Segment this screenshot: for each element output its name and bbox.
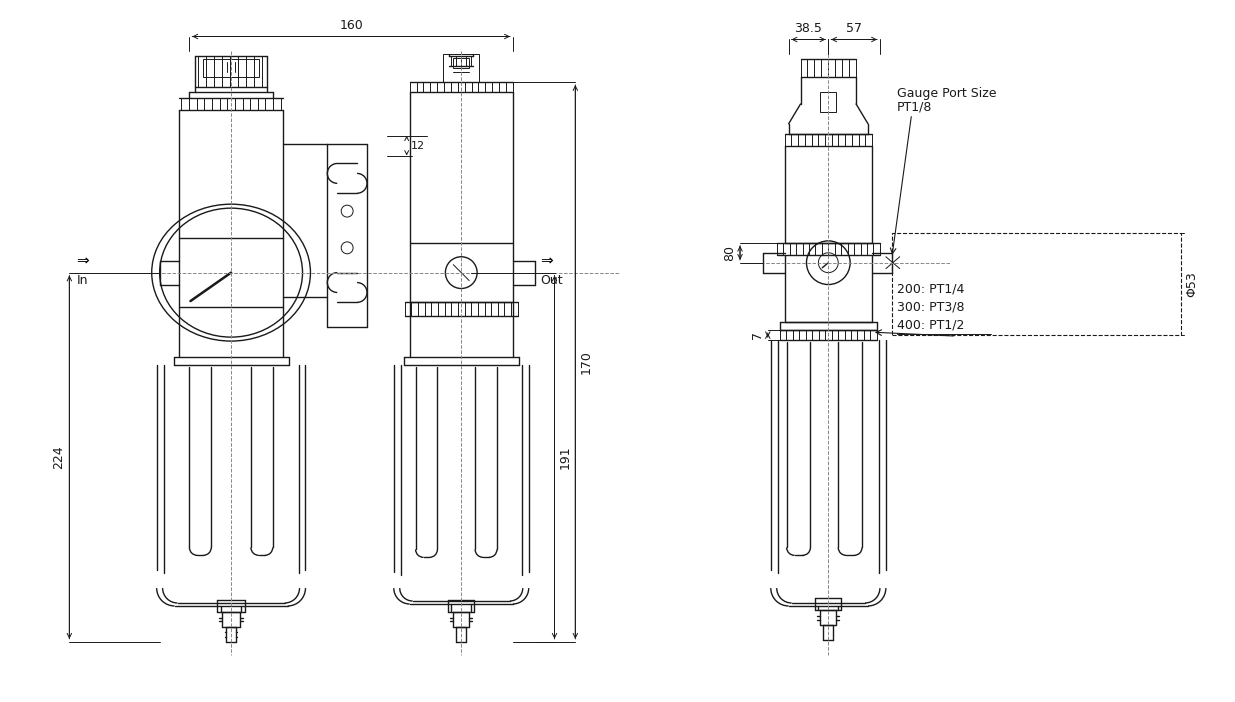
Bar <box>443 54 479 82</box>
Bar <box>820 92 836 112</box>
Bar <box>453 58 469 68</box>
Text: 7: 7 <box>751 331 763 339</box>
Text: 191: 191 <box>558 445 572 469</box>
Text: 38.5: 38.5 <box>794 22 823 34</box>
Text: ⇒: ⇒ <box>77 253 89 269</box>
Text: 200: PT1/4: 200: PT1/4 <box>897 282 965 296</box>
Text: 224: 224 <box>52 445 65 469</box>
Text: Out: Out <box>541 274 563 286</box>
Text: ⇒: ⇒ <box>541 253 553 269</box>
Text: Gauge Port Size: Gauge Port Size <box>897 87 997 100</box>
Text: 300: PT3/8: 300: PT3/8 <box>897 300 965 313</box>
Text: Φ53: Φ53 <box>1186 271 1198 297</box>
Text: 170: 170 <box>579 350 593 374</box>
Text: 12: 12 <box>411 140 425 151</box>
Text: 160: 160 <box>340 18 363 32</box>
Text: 400: PT1/2: 400: PT1/2 <box>897 318 965 331</box>
Bar <box>892 233 1181 335</box>
Text: In: In <box>77 274 88 286</box>
Text: 57: 57 <box>846 22 862 34</box>
Text: PT1/8: PT1/8 <box>897 101 932 114</box>
Text: 80: 80 <box>722 245 736 260</box>
Bar <box>204 60 259 77</box>
